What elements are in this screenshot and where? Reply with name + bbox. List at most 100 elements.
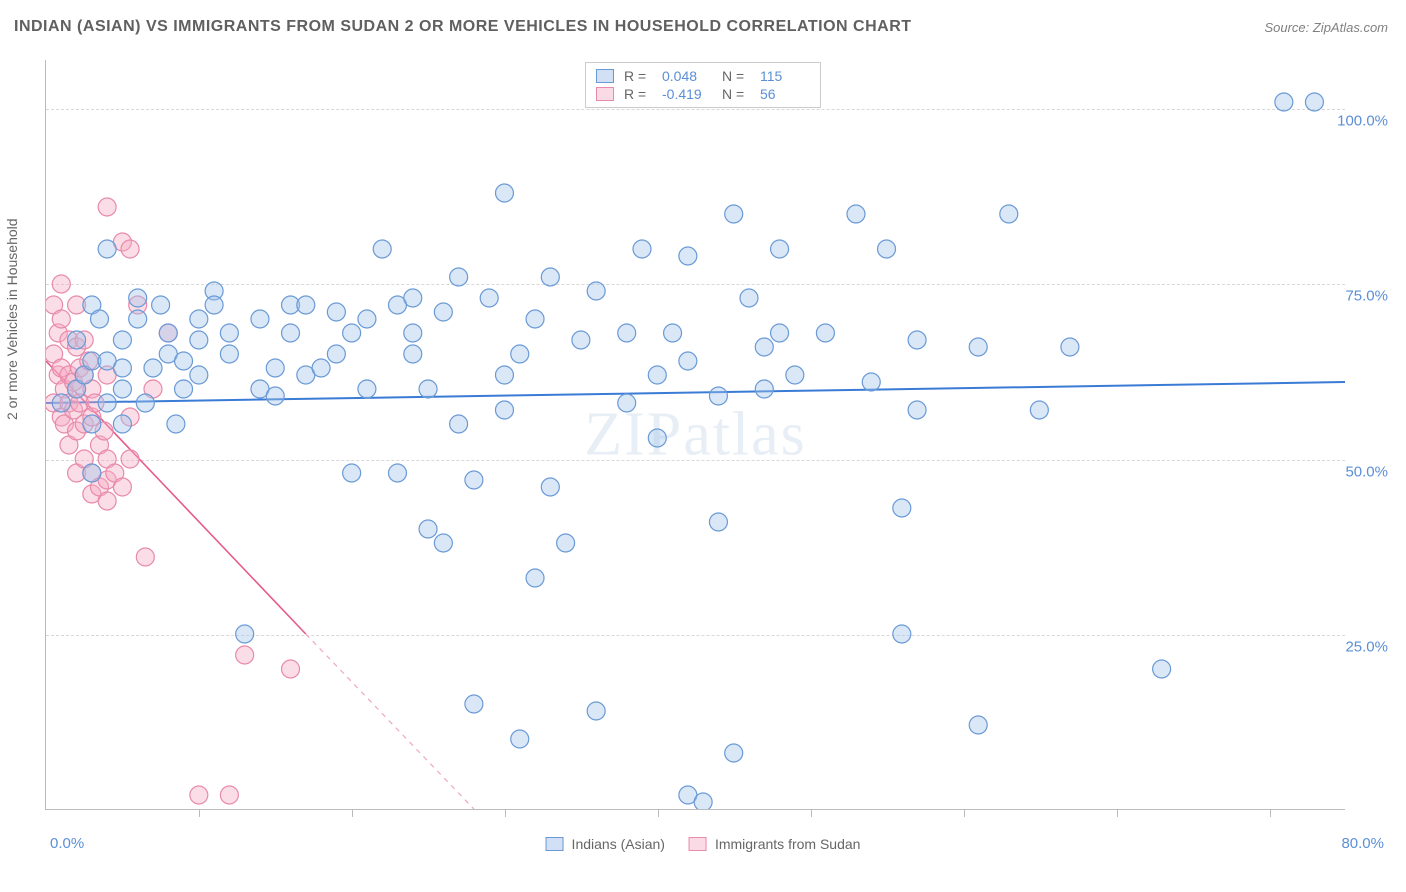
data-point [327, 303, 345, 321]
data-point [266, 359, 284, 377]
data-point [725, 205, 743, 223]
data-point [129, 310, 147, 328]
n-value: 115 [760, 68, 810, 84]
data-point [587, 702, 605, 720]
trend-line [46, 382, 1345, 403]
legend-swatch [689, 837, 707, 851]
chart-title: INDIAN (ASIAN) VS IMMIGRANTS FROM SUDAN … [14, 18, 912, 36]
data-point [327, 345, 345, 363]
data-point [236, 625, 254, 643]
data-point [113, 359, 131, 377]
data-point [679, 352, 697, 370]
legend-series: Indians (Asian) Immigrants from Sudan [546, 836, 861, 852]
legend-label: Indians (Asian) [572, 836, 665, 852]
data-point [434, 303, 452, 321]
data-point [358, 380, 376, 398]
data-point [282, 324, 300, 342]
data-point [526, 310, 544, 328]
data-point [98, 240, 116, 258]
data-point [98, 394, 116, 412]
data-point [648, 366, 666, 384]
data-point [83, 464, 101, 482]
data-point [511, 730, 529, 748]
data-point [404, 289, 422, 307]
data-point [220, 345, 238, 363]
data-point [618, 324, 636, 342]
legend-swatch [546, 837, 564, 851]
legend-stat-row: R =0.048N =115 [596, 67, 810, 85]
data-point [893, 499, 911, 517]
data-point [121, 240, 139, 258]
data-point [969, 338, 987, 356]
data-point [480, 289, 498, 307]
r-label: R = [624, 86, 652, 102]
data-point [297, 296, 315, 314]
data-point [633, 240, 651, 258]
trend-line [306, 634, 474, 809]
data-point [220, 786, 238, 804]
data-point [679, 247, 697, 265]
data-point [511, 345, 529, 363]
data-point [740, 289, 758, 307]
legend-stats: R =0.048N =115R =-0.419N =56 [585, 62, 821, 108]
data-point [495, 401, 513, 419]
data-point [167, 415, 185, 433]
data-point [1061, 338, 1079, 356]
data-point [557, 534, 575, 552]
data-point [465, 471, 483, 489]
data-point [373, 240, 391, 258]
data-point [969, 716, 987, 734]
legend-stat-row: R =-0.419N =56 [596, 85, 810, 103]
data-point [495, 366, 513, 384]
data-point [52, 275, 70, 293]
x-tick [658, 809, 659, 817]
legend-item: Indians (Asian) [546, 836, 665, 852]
data-point [1305, 93, 1323, 111]
data-point [465, 695, 483, 713]
x-tick [352, 809, 353, 817]
data-point [343, 324, 361, 342]
data-point [1030, 401, 1048, 419]
data-point [236, 646, 254, 664]
data-point [771, 240, 789, 258]
data-point [526, 569, 544, 587]
data-point [404, 324, 422, 342]
data-point [190, 786, 208, 804]
data-point [541, 478, 559, 496]
data-point [190, 366, 208, 384]
legend-item: Immigrants from Sudan [689, 836, 861, 852]
data-point [113, 331, 131, 349]
data-point [878, 240, 896, 258]
data-point [893, 625, 911, 643]
data-point [175, 352, 193, 370]
data-point [664, 324, 682, 342]
x-tick [1117, 809, 1118, 817]
data-point [190, 310, 208, 328]
data-point [68, 331, 86, 349]
n-value: 56 [760, 86, 810, 102]
data-point [159, 324, 177, 342]
data-point [220, 324, 238, 342]
data-point [136, 394, 154, 412]
x-tick [505, 809, 506, 817]
data-point [52, 310, 70, 328]
data-point [908, 401, 926, 419]
y-tick-label: 25.0% [1345, 638, 1388, 655]
data-point [419, 380, 437, 398]
data-point [83, 415, 101, 433]
data-point [648, 429, 666, 447]
data-point [495, 184, 513, 202]
data-point [908, 331, 926, 349]
x-tick [964, 809, 965, 817]
legend-label: Immigrants from Sudan [715, 836, 861, 852]
data-point [847, 205, 865, 223]
source-credit: Source: ZipAtlas.com [1264, 20, 1388, 35]
x-tick [811, 809, 812, 817]
data-point [389, 464, 407, 482]
x-tick [1270, 809, 1271, 817]
scatter-svg [46, 60, 1345, 809]
y-axis-label: 2 or more Vehicles in Household [4, 218, 20, 420]
data-point [136, 548, 154, 566]
data-point [587, 282, 605, 300]
data-point [450, 415, 468, 433]
